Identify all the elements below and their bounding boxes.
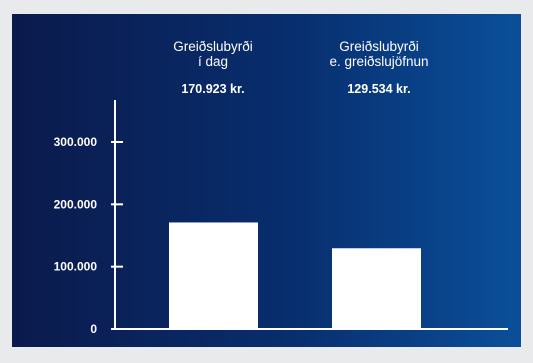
chart-panel: 0 100.000 200.000 300.000 Greiðslubyrði í d…: [12, 14, 521, 347]
y-tick-label-3: 300.000: [54, 135, 98, 149]
bar-0: [169, 222, 258, 329]
y-tick-label-2: 200.000: [54, 197, 98, 211]
y-tick-label-1: 100.000: [54, 260, 98, 274]
value-label-1: 129.534 kr.: [347, 82, 411, 96]
value-label-0: 170.923 kr.: [181, 82, 245, 96]
bar-1: [332, 248, 421, 329]
y-tick-label-0: 0: [90, 322, 97, 336]
category-label-0: Greiðslubyrði í dag: [173, 39, 253, 69]
bar-chart: 0 100.000 200.000 300.000: [54, 100, 508, 336]
category-label-1: Greiðslubyrði e. greiðslujöfnun: [329, 39, 429, 69]
